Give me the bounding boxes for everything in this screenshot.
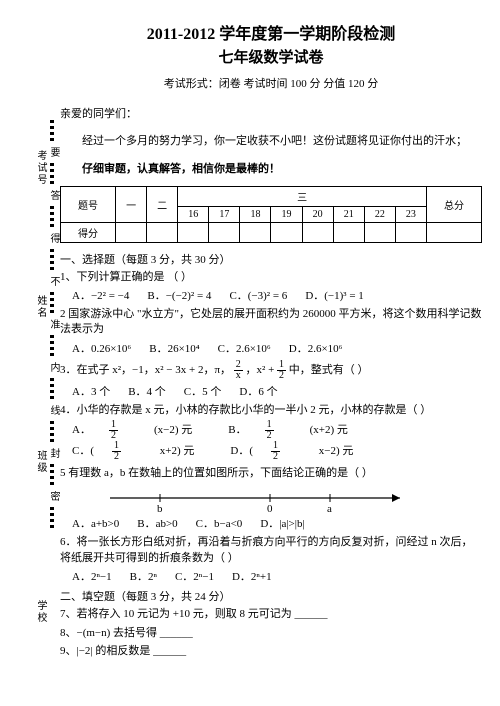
q1-opt-d: D．(−1)³ = 1 <box>305 287 363 303</box>
question-3: 3．在式子 x²，−1，x² − 3x + 2，π， 2x ，x² + 12 中… <box>60 360 482 381</box>
q4-opt-b: B．12(x+2) 元 <box>228 420 366 441</box>
q1-options: A．−2² = −4 B．−(−2)² = 4 C．(−3)² = 6 D．(−… <box>72 287 482 303</box>
q6-opt-c: C．2ⁿ−1 <box>175 568 214 584</box>
q2-options: A．0.26×10⁶ B．26×10⁴ C．2.6×10⁶ D．2.6×10⁶ <box>72 340 482 356</box>
number-line-figure: b 0 a <box>100 483 420 513</box>
q6-opt-a: A．2ⁿ−1 <box>72 568 112 584</box>
section-2-heading: 二、填空题（每题 3 分，共 24 分） <box>60 588 482 604</box>
q6-options: A．2ⁿ−1 B．2ⁿ C．2ⁿ−1 D．2ⁿ+1 <box>72 568 482 584</box>
axis-label-b: b <box>157 503 163 513</box>
question-5: 5 有理数 a，b 在数轴上的位置如图所示，下面结论正确的是（ ） <box>60 466 482 481</box>
exam-info: 考试形式：闭卷 考试时间 100 分 分值 120 分 <box>60 75 482 91</box>
q3-options: A．3 个 B．4 个 C．5 个 D．6 个 <box>72 383 482 399</box>
question-7: 7、若将存入 10 元记为 +10 元，则取 8 元可记为 ______ <box>60 607 482 622</box>
question-4: 4．小华的存款是 x 元，小林的存款比小华的一半小 2 元，小林的存款是（ ） <box>60 403 482 418</box>
intro-line-2: 仔细审题，认真解答，相信你是最棒的！ <box>60 160 482 176</box>
q1-opt-a: A．−2² = −4 <box>72 287 129 303</box>
table-row: 题号 一 二 三 总分 <box>61 186 482 206</box>
question-6: 6．将一张长方形白纸对折，再沿着与折痕方向平行的方向反复对折，问经过 n 次后，… <box>60 535 482 566</box>
exam-page: 2011-2012 学年度第一学期阶段检测 七年级数学试卷 考试形式：闭卷 考试… <box>0 0 500 671</box>
question-2: 2 国家游泳中心 "水立方"，它处层的展开面积约为 260000 平方米，将这个… <box>60 307 482 338</box>
q4-opt-a: A．12(x−2) 元 <box>72 420 210 441</box>
q6-opt-d: D．2ⁿ+1 <box>232 568 272 584</box>
col-two: 二 <box>147 186 178 222</box>
fold-dash-column: 要 答 得 不 准 内 线 封 密 <box>50 120 51 680</box>
q4-opt-d: D．(12 x−2) 元 <box>230 441 371 462</box>
side-label-school: 学校 <box>34 600 48 624</box>
q2-opt-c: C．2.6×10⁶ <box>218 340 271 356</box>
row-header: 得分 <box>61 222 116 242</box>
section-1-heading: 一、选择题（每题 3 分，共 30 分） <box>60 251 482 267</box>
q3-opt-a: A．3 个 <box>72 383 110 399</box>
q3-opt-d: D．6 个 <box>239 383 277 399</box>
axis-label-a: a <box>327 503 332 513</box>
fraction-icon: 12 <box>277 360 286 381</box>
title-line-1: 2011-2012 学年度第一学期阶段检测 <box>60 20 482 44</box>
question-1: 1、下列计算正确的是 （ ） <box>60 270 482 285</box>
col-one: 一 <box>116 186 147 222</box>
q1-opt-b: B．−(−2)² = 4 <box>147 287 211 303</box>
q2-opt-a: A．0.26×10⁶ <box>72 340 131 356</box>
q1-opt-c: C．(−3)² = 6 <box>229 287 287 303</box>
row-header: 题号 <box>61 186 116 222</box>
question-8: 8、−(m−n) 去括号得 ______ <box>60 626 482 641</box>
q2-opt-d: D．2.6×10⁶ <box>289 340 343 356</box>
q3-opt-b: B．4 个 <box>128 383 166 399</box>
question-9: 9、|−2| 的相反数是 ______ <box>60 644 482 659</box>
col-three: 三 <box>178 186 427 206</box>
q5-options: A．a+b>0 B．ab>0 C．b−a<0 D．|a|>|b| <box>72 515 482 531</box>
fraction-icon: 2x <box>234 360 243 381</box>
q4-options: A．12(x−2) 元 B．12(x+2) 元 C．(12 x+2) 元 D．(… <box>72 420 482 462</box>
q5-opt-a: A．a+b>0 <box>72 515 119 531</box>
intro-line-1: 经过一个多月的努力学习，你一定收获不小吧！这份试题将见证你付出的汗水； <box>60 133 482 150</box>
q3-opt-c: C．5 个 <box>184 383 222 399</box>
score-table: 题号 一 二 三 总分 16 17 18 19 20 21 22 23 得分 <box>60 186 482 243</box>
title-line-2: 七年级数学试卷 <box>60 46 482 67</box>
axis-label-zero: 0 <box>267 503 273 513</box>
side-label-name: 姓名 <box>34 295 48 319</box>
table-row: 得分 <box>61 222 482 242</box>
binding-sidebar: 考试号 姓名 班级 学校 <box>0 0 56 706</box>
q4-opt-c: C．(12 x+2) 元 <box>72 441 212 462</box>
q6-opt-b: B．2ⁿ <box>130 568 157 584</box>
col-total: 总分 <box>426 186 481 222</box>
q5-opt-b: B．ab>0 <box>137 515 177 531</box>
q5-opt-c: C．b−a<0 <box>196 515 243 531</box>
q5-opt-d: D．|a|>|b| <box>260 515 304 531</box>
greeting: 亲爱的同学们： <box>60 105 482 121</box>
q2-opt-b: B．26×10⁴ <box>149 340 199 356</box>
